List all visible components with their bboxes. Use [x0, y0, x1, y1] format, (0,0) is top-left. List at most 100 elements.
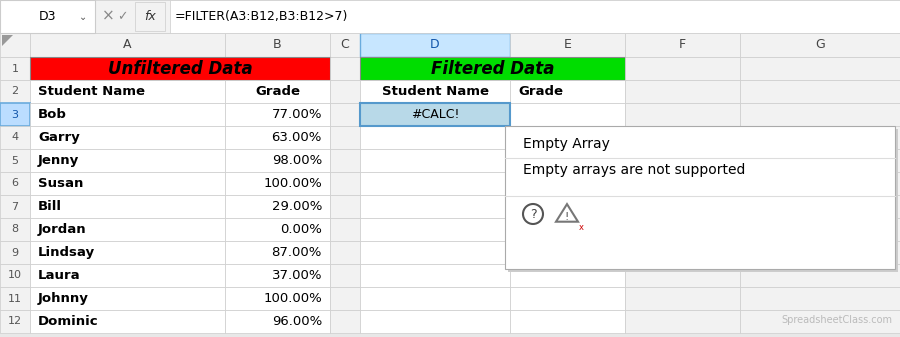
Text: SpreadsheetClass.com: SpreadsheetClass.com — [781, 315, 892, 325]
Text: 8: 8 — [12, 224, 19, 235]
Bar — [30, 218, 225, 241]
Bar — [505, 126, 895, 269]
Text: C: C — [340, 38, 349, 52]
Bar — [625, 149, 740, 172]
Bar — [330, 126, 360, 149]
Bar — [360, 80, 510, 103]
Bar — [225, 103, 330, 126]
Text: 12: 12 — [8, 316, 22, 327]
Text: Grade: Grade — [255, 85, 300, 98]
Text: Jenny: Jenny — [38, 154, 79, 167]
Bar — [0, 33, 30, 57]
Bar — [330, 195, 360, 218]
Bar — [625, 310, 740, 333]
Bar — [360, 103, 510, 126]
Bar — [330, 264, 360, 287]
Bar — [510, 33, 625, 57]
Bar — [170, 0, 900, 33]
Bar — [135, 2, 165, 31]
Bar — [360, 33, 510, 57]
Text: ?: ? — [530, 208, 536, 220]
Bar — [330, 149, 360, 172]
Bar — [30, 264, 225, 287]
Bar — [740, 126, 900, 149]
Bar — [330, 33, 360, 57]
Bar — [360, 57, 625, 80]
Bar — [510, 287, 625, 310]
Bar — [360, 195, 510, 218]
Polygon shape — [2, 35, 13, 46]
Text: Laura: Laura — [38, 269, 81, 282]
Bar — [740, 103, 900, 126]
Text: 11: 11 — [8, 294, 22, 304]
Text: 6: 6 — [12, 179, 19, 188]
Bar — [740, 310, 900, 333]
Text: 9: 9 — [12, 247, 19, 257]
Text: 29.00%: 29.00% — [272, 200, 322, 213]
Text: 96.00%: 96.00% — [272, 315, 322, 328]
Bar — [0, 126, 30, 149]
Text: ×: × — [102, 9, 114, 24]
Text: 63.00%: 63.00% — [272, 131, 322, 144]
Bar — [0, 264, 30, 287]
Text: Filtered Data: Filtered Data — [431, 60, 554, 78]
Bar — [225, 195, 330, 218]
Bar — [510, 218, 625, 241]
Bar — [330, 218, 360, 241]
Text: Garry: Garry — [38, 131, 80, 144]
Bar — [740, 149, 900, 172]
Bar — [510, 126, 625, 149]
Bar — [30, 103, 225, 126]
Bar — [360, 126, 510, 149]
Bar — [330, 80, 360, 103]
Text: #CALC!: #CALC! — [410, 108, 459, 121]
Bar — [30, 33, 225, 57]
Bar — [625, 126, 740, 149]
Text: Susan: Susan — [38, 177, 84, 190]
Bar — [360, 149, 510, 172]
Text: B: B — [274, 38, 282, 52]
Text: ⌄: ⌄ — [79, 11, 87, 22]
Bar — [625, 57, 740, 80]
Text: 98.00%: 98.00% — [272, 154, 322, 167]
Text: 100.00%: 100.00% — [263, 292, 322, 305]
Bar — [625, 172, 740, 195]
Bar — [360, 241, 510, 264]
Bar — [30, 57, 330, 80]
Bar — [30, 241, 225, 264]
Bar — [510, 310, 625, 333]
Text: =FILTER(A3:B12,B3:B12>7): =FILTER(A3:B12,B3:B12>7) — [175, 10, 348, 23]
Bar — [0, 172, 30, 195]
Bar — [740, 33, 900, 57]
Bar — [225, 310, 330, 333]
Bar — [740, 195, 900, 218]
Text: Empty Array: Empty Array — [523, 137, 610, 151]
Text: 10: 10 — [8, 271, 22, 280]
Bar — [510, 103, 625, 126]
Bar — [510, 241, 625, 264]
Bar — [740, 264, 900, 287]
Bar — [225, 126, 330, 149]
Text: 3: 3 — [12, 110, 19, 120]
Bar — [740, 57, 900, 80]
Text: 100.00%: 100.00% — [263, 177, 322, 190]
Text: Bob: Bob — [38, 108, 67, 121]
Text: F: F — [679, 38, 686, 52]
Bar — [30, 80, 225, 103]
Text: ✓: ✓ — [117, 10, 127, 23]
Bar — [625, 218, 740, 241]
Bar — [225, 218, 330, 241]
Text: Empty arrays are not supported: Empty arrays are not supported — [523, 163, 745, 177]
Text: Lindsay: Lindsay — [38, 246, 95, 259]
Text: 4: 4 — [12, 132, 19, 143]
Bar — [625, 264, 740, 287]
Text: Jordan: Jordan — [38, 223, 86, 236]
Text: 5: 5 — [12, 155, 19, 165]
Bar — [0, 195, 30, 218]
Bar — [625, 80, 740, 103]
Text: G: G — [815, 38, 825, 52]
Text: 2: 2 — [12, 87, 19, 96]
Bar — [510, 264, 625, 287]
Text: Grade: Grade — [518, 85, 563, 98]
Bar — [30, 310, 225, 333]
